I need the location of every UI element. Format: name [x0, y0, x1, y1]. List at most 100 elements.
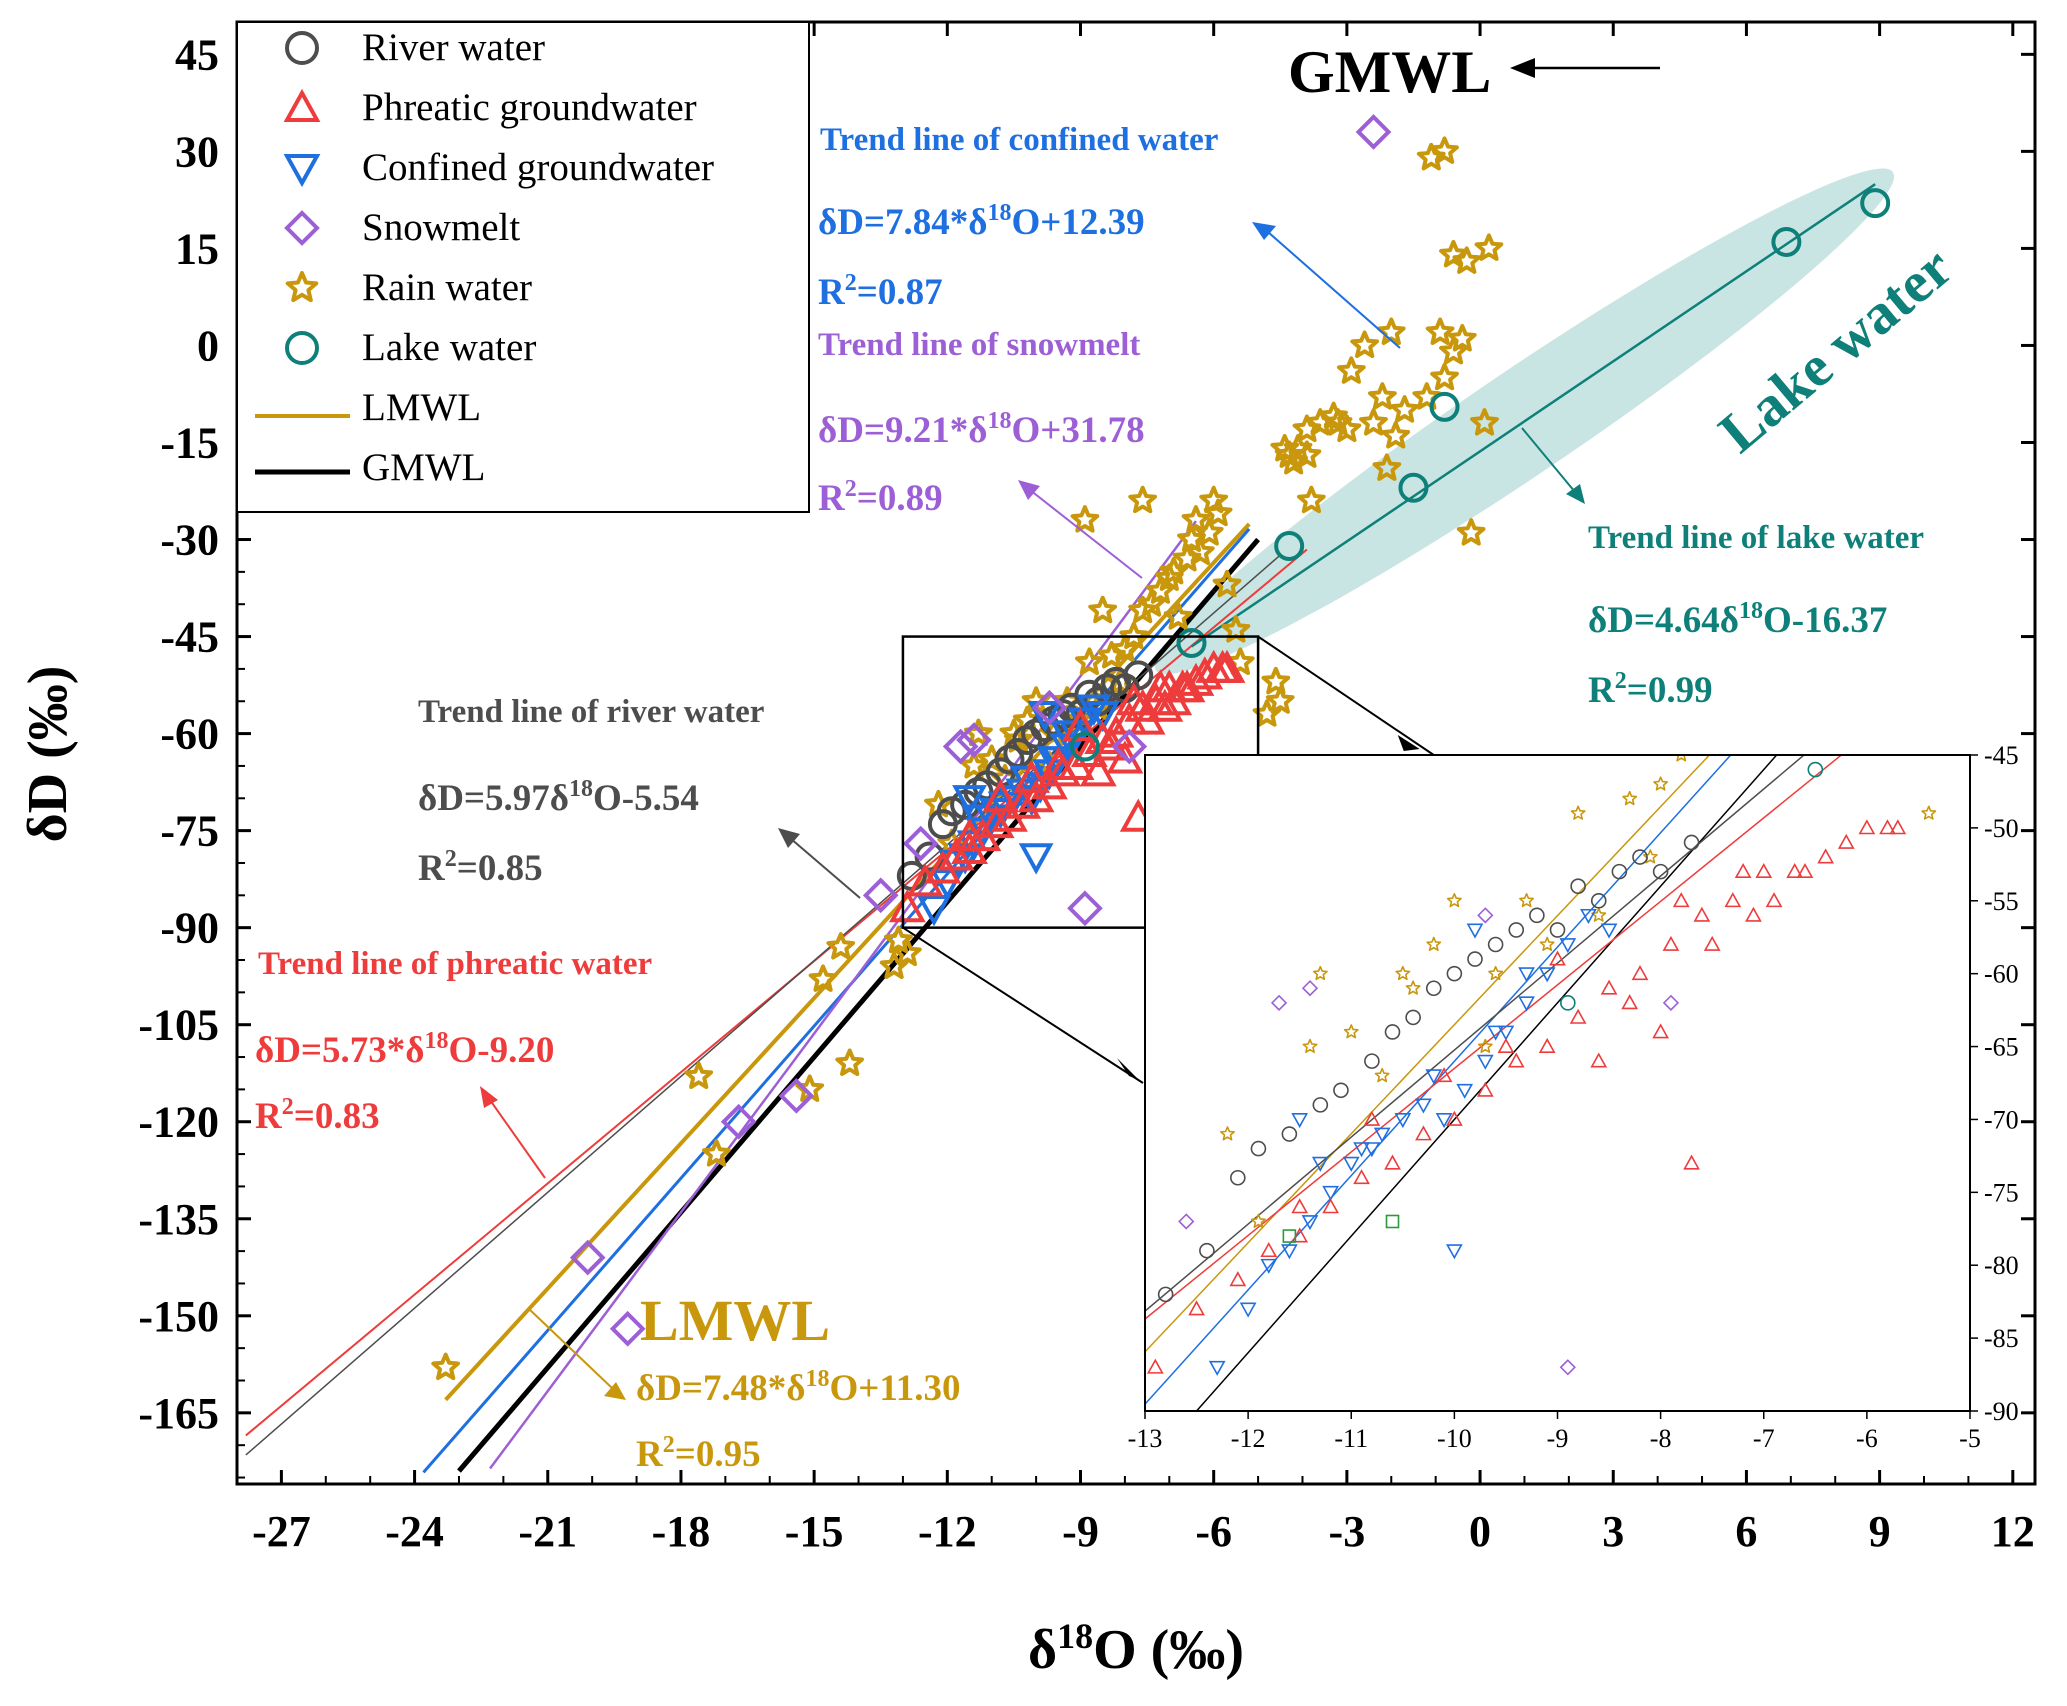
inset-river-point	[1312, 1097, 1329, 1113]
river-arrow-head	[778, 828, 800, 848]
inset-snowmelt-point	[1662, 994, 1680, 1011]
inset-river-point	[1157, 1286, 1174, 1303]
rain-point	[1075, 647, 1104, 675]
inset-river-point	[1590, 892, 1607, 909]
inset-phreatic-point	[1683, 1154, 1700, 1170]
y-tick-label: -15	[160, 418, 219, 467]
rain-point	[1337, 356, 1366, 384]
inset-river-point	[1467, 951, 1483, 967]
inset-phreatic-point	[1652, 1023, 1669, 1039]
trend-line-gmwl-upper	[1211, 537, 1260, 593]
legend-marker-snowmelt	[284, 210, 320, 246]
inset-confined-point	[1476, 1054, 1494, 1070]
snowmelt-arrow	[1029, 489, 1143, 579]
snowmelt-trend-title: Trend line of snowmelt	[818, 327, 1140, 363]
confined-point	[916, 895, 952, 927]
inset-phreatic-point	[1600, 979, 1618, 995]
phreatic-point	[1013, 759, 1051, 793]
y-tick-label: -30	[160, 516, 219, 565]
x-tick-label: -3	[1329, 1507, 1366, 1556]
inset-x-tick-label: -5	[1959, 1424, 1981, 1453]
inset-phreatic-point	[1146, 1358, 1164, 1374]
rain-point	[1376, 317, 1406, 345]
y-tick-label: -105	[138, 1001, 219, 1050]
rain-point	[1319, 401, 1348, 430]
zoom-connector-bottom	[902, 926, 1144, 1084]
phreatic-point	[982, 779, 1019, 813]
inset-trend-line-phreatic	[1145, 755, 1843, 1320]
inset-phreatic-point	[1631, 965, 1649, 981]
inset-confined-point	[1446, 1244, 1463, 1260]
inset-frame-bg	[1145, 755, 1970, 1411]
inset-phreatic-point	[1497, 1037, 1515, 1053]
inset-phreatic-point	[1476, 1081, 1494, 1097]
inset-rain-point	[1251, 1213, 1266, 1228]
inset-river-point	[1425, 980, 1442, 997]
x-tick-label: -21	[518, 1507, 577, 1556]
inset-phreatic-point	[1817, 848, 1834, 864]
snowmelt-point	[1355, 114, 1392, 150]
phreatic-point	[1146, 688, 1184, 722]
inset-phreatic-point	[1260, 1241, 1278, 1258]
x-axis-title: δ18O (‰)	[1028, 1616, 1244, 1681]
lake-point	[1274, 530, 1305, 561]
inset-snowmelt-point	[1178, 1213, 1195, 1230]
inset-confined-point	[1518, 996, 1535, 1012]
phreatic-point	[937, 837, 975, 871]
legend-marker-rain	[285, 271, 319, 303]
legend-marker-confined	[283, 154, 321, 188]
x-tick-label: -24	[385, 1507, 444, 1556]
confined-point	[1049, 720, 1085, 752]
inset-phreatic-point	[1291, 1227, 1309, 1243]
inset-confined-point	[1260, 1258, 1278, 1274]
rain-point	[1203, 498, 1233, 527]
inset-phreatic-point	[1786, 862, 1804, 879]
inset-confined-point	[1311, 1156, 1329, 1172]
lake-point	[1398, 472, 1429, 503]
inset-confined-point	[1353, 1142, 1370, 1158]
inset-rain-point	[1395, 965, 1411, 981]
x-tick-label: -15	[785, 1507, 844, 1556]
rain-point	[1261, 666, 1291, 695]
rain-point	[893, 938, 922, 967]
inset-phreatic-point	[1889, 819, 1907, 835]
inset-river-point	[1364, 1053, 1380, 1069]
x-tick-label: -18	[652, 1507, 711, 1556]
inset-phreatic-point	[1188, 1300, 1205, 1316]
inset-rain-point	[1539, 936, 1555, 952]
y-tick-label: -120	[138, 1098, 219, 1147]
phreatic-point	[888, 889, 926, 923]
x-tick-label: -6	[1195, 1507, 1232, 1556]
lake-point	[1429, 391, 1460, 422]
rain-point	[884, 925, 913, 954]
snowmelt-point	[942, 728, 979, 765]
inset-confined-point	[1559, 938, 1577, 954]
inset-river-point	[1230, 1169, 1246, 1186]
inset-rain-point	[1675, 755, 1687, 762]
rain-point	[1070, 505, 1100, 533]
inset-river-point	[1683, 834, 1700, 851]
inset-phreatic-point	[1229, 1271, 1247, 1287]
legend-marker-lake	[285, 331, 319, 365]
plot-frame	[235, 20, 2037, 1486]
inset-phreatic-point	[1322, 1198, 1339, 1214]
inset-confined-point	[1394, 1113, 1412, 1129]
river-point	[1123, 660, 1154, 691]
rain-point	[1128, 485, 1157, 514]
inset-x-tick-label: -11	[1334, 1424, 1368, 1453]
inset-phreatic-point	[1538, 1037, 1556, 1053]
rain-point	[1425, 317, 1455, 345]
lmwl-label: LMWL	[640, 1288, 830, 1353]
rain-point	[431, 1352, 460, 1381]
rain-point	[1332, 414, 1362, 443]
confined-trend-r2: R2=0.87	[818, 270, 943, 313]
inset-river-point	[1549, 922, 1566, 938]
inset-rain-point	[1642, 849, 1658, 864]
inset-phreatic-point	[1734, 862, 1752, 879]
legend-label-gmwl: GMWL	[362, 446, 485, 489]
rain-point	[1350, 330, 1379, 358]
river-arrow	[789, 837, 861, 899]
rain-point	[1181, 505, 1211, 533]
phreatic-point	[1039, 746, 1077, 780]
